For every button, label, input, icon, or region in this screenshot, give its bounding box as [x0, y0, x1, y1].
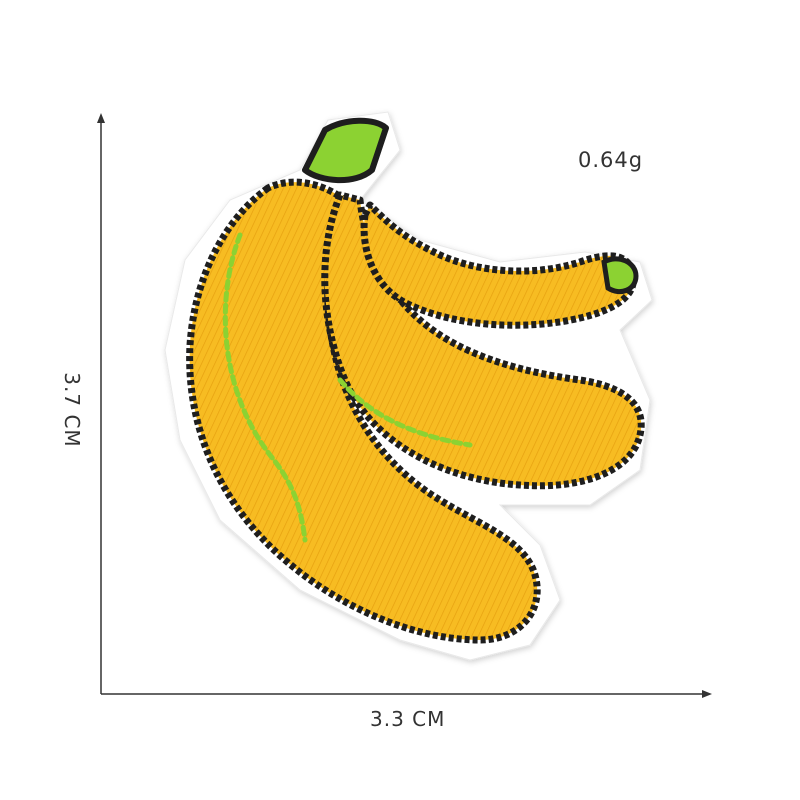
left-banana	[186, 178, 541, 644]
weight-label: 0.64g	[578, 148, 644, 172]
width-arrow-icon	[702, 690, 712, 698]
stem	[302, 117, 389, 184]
middle-banana	[321, 191, 645, 490]
height-arrow-icon	[97, 113, 105, 123]
height-label: 3.7 CM	[60, 372, 84, 448]
banana-tip	[601, 256, 639, 294]
width-label: 3.3 CM	[370, 707, 446, 731]
right-banana	[360, 201, 637, 329]
green-stitch-middle	[337, 377, 473, 448]
green-stitch-left	[222, 232, 308, 543]
